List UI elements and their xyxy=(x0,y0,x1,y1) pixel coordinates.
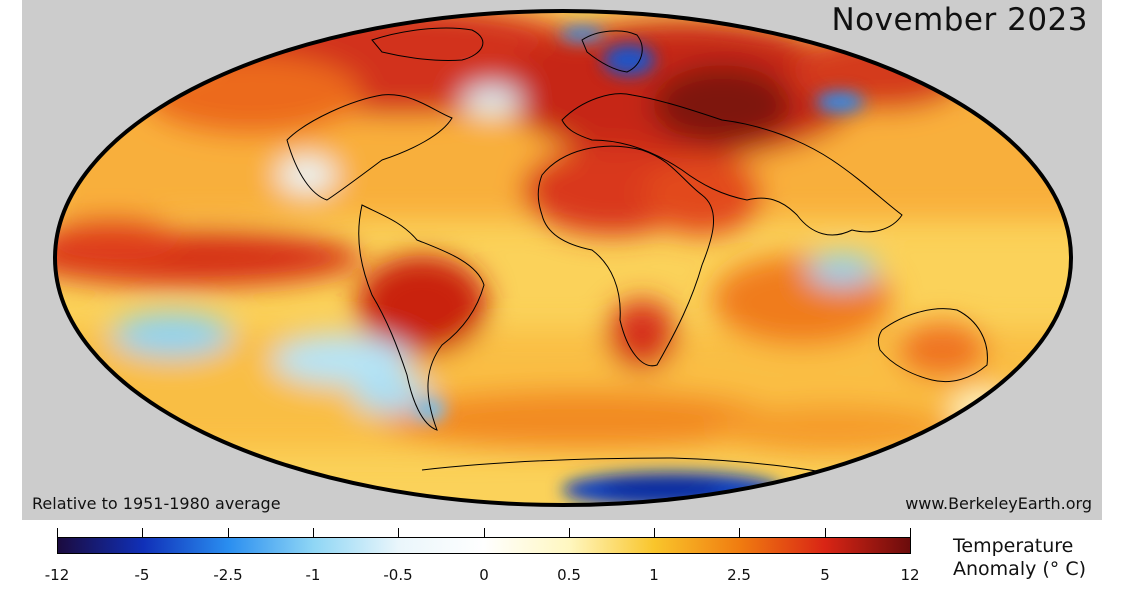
map-panel: November 2023 Relative to 1951-1980 aver… xyxy=(22,0,1102,520)
colorbar-tick-mark xyxy=(313,528,314,537)
globe-outline xyxy=(53,9,1073,507)
temperature-anomaly-map xyxy=(53,9,1073,507)
anomaly-field xyxy=(55,11,1071,505)
colorbar-tick-label: 0.5 xyxy=(557,566,581,584)
colorbar-tick-label: -1 xyxy=(305,566,321,584)
colorbar-tick-label: 1 xyxy=(649,566,659,584)
source-credit: www.BerkeleyEarth.org xyxy=(905,494,1092,513)
colorbar-tick-label: -2.5 xyxy=(213,566,243,584)
colorbar-title: Temperature Anomaly (° C) xyxy=(953,535,1086,581)
colorbar-tick-label: -5 xyxy=(134,566,150,584)
coastlines xyxy=(286,27,988,481)
colorbar-tick-mark xyxy=(910,528,911,537)
colorbar-ticks xyxy=(57,528,911,538)
colorbar-tick-label: 0 xyxy=(479,566,489,584)
colorbar-tick-mark xyxy=(739,528,740,537)
colorbar-tick-mark xyxy=(57,528,58,537)
colorbar-title-line2: Anomaly (° C) xyxy=(953,558,1087,580)
colorbar-tick-mark xyxy=(228,528,229,537)
map-title: November 2023 xyxy=(831,2,1088,38)
colorbar-tick-label: -12 xyxy=(44,566,70,584)
colorbar-tick-mark xyxy=(398,528,399,537)
baseline-note: Relative to 1951-1980 average xyxy=(32,494,281,513)
colorbar-tick-mark xyxy=(142,528,143,537)
colorbar xyxy=(57,537,911,554)
colorbar-tick-mark xyxy=(825,528,826,537)
colorbar-tick-mark xyxy=(569,528,570,537)
colorbar-tick-mark xyxy=(654,528,655,537)
colorbar-tick-label: 2.5 xyxy=(727,566,751,584)
colorbar-tick-labels: -12 -5 -2.5 -1 -0.5 0 0.5 1 2.5 5 12 xyxy=(45,566,920,586)
colorbar-tick-mark xyxy=(484,528,485,537)
colorbar-tick-label: -0.5 xyxy=(383,566,413,584)
colorbar-title-line1: Temperature xyxy=(953,535,1074,557)
colorbar-tick-label: 12 xyxy=(900,566,920,584)
colorbar-tick-label: 5 xyxy=(820,566,830,584)
